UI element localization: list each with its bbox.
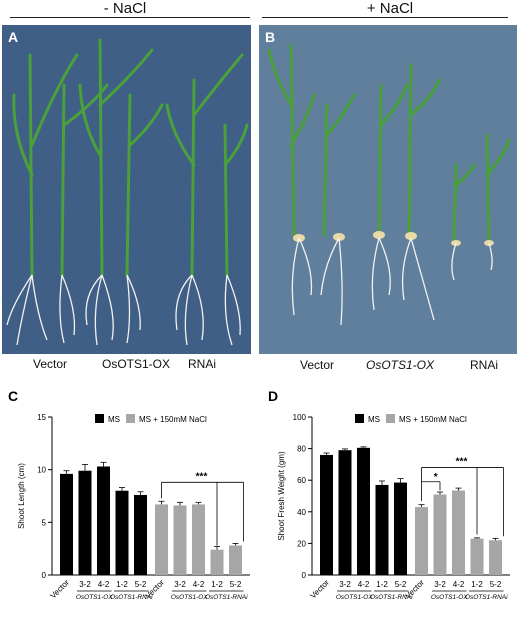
group-label: OsOTS1-OX bbox=[431, 594, 469, 601]
legend-label-nacl: MS + 150mM NaCl bbox=[139, 415, 207, 424]
x-tick-label: 3-2 bbox=[174, 580, 186, 589]
legend-label-nacl: MS + 150mM NaCl bbox=[399, 415, 467, 424]
group-label: OsOTS1-RNAi bbox=[110, 594, 153, 601]
x-tick-label: 5-2 bbox=[135, 580, 147, 589]
legend-swatch-ms bbox=[95, 414, 104, 423]
bar-ms bbox=[78, 470, 92, 575]
y-tick-label: 0 bbox=[302, 571, 307, 580]
group-label: OsOTS1-OX bbox=[76, 594, 114, 601]
y-axis-label: Shoot Length (cm) bbox=[17, 463, 26, 529]
bar-ms bbox=[115, 490, 129, 575]
legend-label-ms: MS bbox=[368, 415, 380, 424]
caption-a-ox: OsOTS1-OX bbox=[102, 357, 171, 371]
caption-b-rnai: RNAi bbox=[470, 358, 499, 372]
bar-nacl bbox=[452, 490, 465, 575]
y-tick-label: 80 bbox=[297, 445, 306, 454]
bar-ms bbox=[60, 473, 73, 575]
panel-letter-b: B bbox=[265, 29, 276, 45]
significance-label: * bbox=[434, 472, 438, 483]
bar-nacl bbox=[489, 540, 502, 575]
bar-nacl bbox=[192, 504, 205, 575]
header-plus-line bbox=[262, 17, 508, 18]
legend-swatch-nacl bbox=[386, 414, 395, 423]
x-tick-label: 1-2 bbox=[211, 580, 223, 589]
x-tick-label: 5-2 bbox=[395, 580, 407, 589]
caption-a-rnai: RNAi bbox=[188, 357, 217, 371]
bar-ms bbox=[375, 484, 389, 575]
significance-label: *** bbox=[196, 471, 208, 482]
y-tick-label: 20 bbox=[297, 539, 306, 548]
bar-nacl bbox=[229, 545, 242, 575]
y-tick-label: 5 bbox=[42, 518, 47, 527]
y-tick-label: 60 bbox=[297, 476, 306, 485]
bar-ms bbox=[357, 447, 370, 575]
group-label: OsOTS1-OX bbox=[171, 594, 209, 601]
bar-nacl bbox=[173, 505, 187, 575]
photo-panel-a: A bbox=[2, 25, 251, 354]
panel-letter: C bbox=[8, 388, 18, 404]
shoot-fresh-weight-chart: D 0 20 40 60 80 100 Shoot Fresh Weight (gm) MS MS… bbox=[268, 388, 510, 601]
x-tick-label: 3-2 bbox=[79, 580, 91, 589]
bar-ms bbox=[338, 450, 352, 575]
header-minus-nacl: - NaCl bbox=[103, 0, 147, 17]
group-label: OsOTS1-OX bbox=[336, 594, 374, 601]
header-plus-nacl: + NaCl bbox=[366, 0, 414, 17]
bar-ms bbox=[134, 494, 147, 575]
group-label: OsOTS1-RNAi bbox=[465, 594, 508, 601]
photo-b-image bbox=[259, 25, 517, 354]
y-tick-label: 10 bbox=[37, 466, 46, 475]
y-tick-label: 100 bbox=[293, 413, 307, 422]
bar-ms bbox=[320, 454, 333, 575]
caption-b-vector: Vector bbox=[300, 358, 335, 372]
legend-label-ms: MS bbox=[108, 415, 120, 424]
bar-ms bbox=[97, 466, 110, 575]
y-tick-label: 15 bbox=[37, 413, 46, 422]
photo-a-image bbox=[2, 25, 251, 354]
y-tick-label: 40 bbox=[297, 508, 306, 517]
x-tick-label: 1-2 bbox=[116, 580, 128, 589]
y-tick-label: 0 bbox=[42, 571, 47, 580]
x-tick-label: 4-2 bbox=[453, 580, 465, 589]
x-tick-label: 1-2 bbox=[376, 580, 388, 589]
legend-swatch-nacl bbox=[126, 414, 135, 423]
header-minus-line bbox=[10, 17, 250, 18]
x-tick-label: 3-2 bbox=[339, 580, 351, 589]
x-tick-label: 4-2 bbox=[358, 580, 370, 589]
panel-letter: D bbox=[268, 388, 278, 404]
caption-b-ox: OsOTS1-OX bbox=[366, 358, 435, 372]
panel-letter-a: A bbox=[8, 29, 19, 45]
x-tick-label: 5-2 bbox=[230, 580, 242, 589]
group-label: OsOTS1-RNAi bbox=[205, 594, 248, 601]
shoot-length-chart: C 0 5 10 15 Shoot Length (cm) MS MS + 150mM NaC… bbox=[8, 388, 250, 601]
bar-ms bbox=[394, 482, 407, 575]
y-axis-label: Shoot Fresh Weight (gm) bbox=[277, 451, 286, 541]
caption-a-vector: Vector bbox=[33, 357, 68, 371]
x-tick-label: 1-2 bbox=[471, 580, 483, 589]
x-tick-label: 5-2 bbox=[490, 580, 502, 589]
x-tick-label: 3-2 bbox=[434, 580, 446, 589]
bar-nacl bbox=[470, 538, 484, 575]
bar-nacl bbox=[415, 507, 428, 575]
x-tick-label: Vector bbox=[49, 578, 72, 601]
x-tick-label: 4-2 bbox=[98, 580, 110, 589]
legend-swatch-ms bbox=[355, 414, 364, 423]
bar-nacl bbox=[210, 549, 224, 575]
x-tick-label: 4-2 bbox=[193, 580, 205, 589]
bar-nacl bbox=[155, 504, 168, 575]
significance-label: *** bbox=[456, 457, 468, 468]
photo-panel-b: B bbox=[259, 25, 517, 354]
x-tick-label: Vector bbox=[309, 578, 332, 601]
bar-nacl bbox=[433, 494, 447, 575]
group-label: OsOTS1-RNAi bbox=[370, 594, 413, 601]
